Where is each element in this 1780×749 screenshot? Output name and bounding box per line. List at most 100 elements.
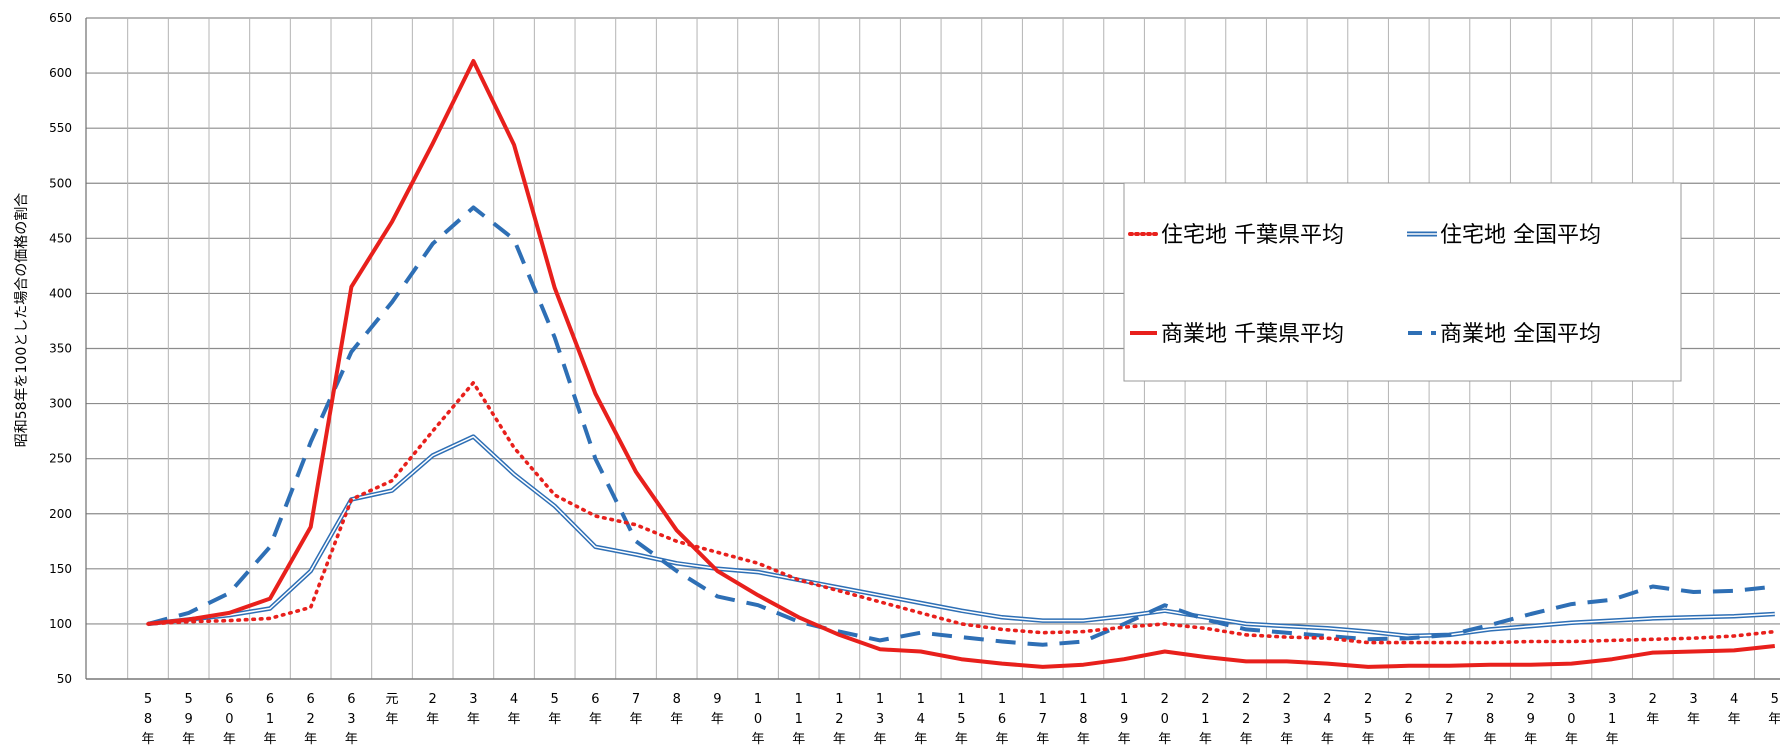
x-tick-char: 年 [345, 732, 358, 747]
data-point [1204, 616, 1206, 618]
x-tick-char: 4 [1323, 712, 1331, 727]
data-point [1652, 651, 1654, 653]
data-point [1733, 649, 1735, 651]
series-2 [147, 59, 1776, 669]
x-tick-char: 3 [1608, 692, 1616, 707]
data-point [1570, 622, 1572, 624]
y-tick-label: 550 [49, 121, 72, 135]
data-point [676, 529, 678, 531]
data-point [676, 570, 678, 572]
data-point [1448, 641, 1450, 643]
x-tick-char: 年 [264, 732, 277, 747]
data-point [1204, 656, 1206, 658]
x-tick-label: 元年 [386, 692, 399, 727]
data-point [1611, 598, 1613, 600]
data-point [309, 606, 311, 608]
x-tick-label: 6年 [589, 692, 602, 727]
x-tick-char: 5 [957, 712, 965, 727]
data-point [391, 221, 393, 223]
x-tick-char: 1 [795, 692, 803, 707]
x-tick-char: 3 [1689, 692, 1697, 707]
data-point [1570, 603, 1572, 605]
data-point [635, 553, 637, 555]
x-tick-char: 1 [795, 712, 803, 727]
data-point [1733, 615, 1735, 617]
data-point [1082, 630, 1084, 632]
x-tick-label: 5年 [548, 692, 561, 727]
data-point [1326, 637, 1328, 639]
data-point [716, 570, 718, 572]
x-tick-char: 2 [1242, 712, 1250, 727]
data-point [960, 658, 962, 660]
x-tick-char: 9 [1120, 712, 1128, 727]
data-point [1570, 640, 1572, 642]
x-tick-label: 2 7 年 [1443, 692, 1456, 747]
series-3 [147, 205, 1776, 647]
x-tick-char: 0 [1161, 712, 1169, 727]
series-line-residential-national-inner [147, 435, 1775, 637]
x-tick-char: 3 [1283, 712, 1291, 727]
series-line-commercial-chiba [147, 59, 1776, 669]
x-tick-char: 年 [792, 732, 805, 747]
data-point [1733, 635, 1735, 637]
x-tick-label: 1 1 年 [792, 692, 805, 747]
x-tick-label: 1 3 年 [874, 692, 887, 747]
y-tick-label: 350 [49, 342, 72, 356]
x-tick-char: 年 [1077, 732, 1090, 747]
x-tick-char: 8 [673, 692, 681, 707]
x-tick-label: 3 1 年 [1606, 692, 1619, 747]
data-point [920, 602, 922, 604]
x-tick-char: 2 [1527, 692, 1535, 707]
data-point [1286, 632, 1288, 634]
data-point [1082, 640, 1084, 642]
data-point [1733, 590, 1735, 592]
data-point [472, 381, 474, 383]
x-tick-char: 5 [1364, 712, 1372, 727]
series-0 [146, 380, 1777, 645]
x-tick-char: 年 [1321, 732, 1334, 747]
data-point [1774, 630, 1776, 632]
x-tick-char: 2 [1283, 692, 1291, 707]
data-point [1652, 617, 1654, 619]
data-point [716, 551, 718, 553]
x-tick-label: 6 0 年 [223, 692, 236, 747]
data-point [594, 457, 596, 459]
legend: 住宅地 千葉県平均 住宅地 全国平均 商業地 千葉県平均 商業地 全国平均 [1123, 182, 1682, 382]
data-point [1001, 616, 1003, 618]
data-point [472, 206, 474, 208]
x-tick-label: 1 5 年 [955, 692, 968, 747]
data-point [187, 612, 189, 614]
x-tick-char: 年 [1362, 732, 1375, 747]
x-tick-char: 2 [1201, 692, 1209, 707]
x-tick-char: 9 [185, 712, 193, 727]
x-tick-char: 年 [1443, 732, 1456, 747]
x-tick-char: 1 [1039, 692, 1047, 707]
x-tick-label: 8年 [670, 692, 683, 727]
x-tick-char: 年 [630, 712, 643, 727]
data-point [187, 618, 189, 620]
data-point [431, 243, 433, 245]
x-tick-char: 8 [1079, 712, 1087, 727]
x-tick-char: 4 [917, 712, 925, 727]
x-tick-label: 1 0 年 [752, 692, 765, 747]
x-tick-char: 1 [1120, 692, 1128, 707]
data-point [879, 601, 881, 603]
x-tick-char: 年 [223, 732, 236, 747]
x-tick-char: 7 [632, 692, 640, 707]
legend-label-commercial-national: 商業地 全国平均 [1440, 322, 1601, 347]
data-point [1204, 627, 1206, 629]
x-tick-char: 1 [1079, 692, 1087, 707]
x-tick-char: 1 [1608, 712, 1616, 727]
data-point [1164, 650, 1166, 652]
x-tick-char: 年 [1402, 732, 1415, 747]
x-tick-char: 6 [347, 692, 355, 707]
data-point [1042, 644, 1044, 646]
data-point [1367, 638, 1369, 640]
data-point [757, 571, 759, 573]
data-point [1204, 618, 1206, 620]
data-point [1042, 666, 1044, 668]
x-tick-label: 6 3 年 [345, 692, 358, 747]
series-lines [146, 59, 1777, 669]
x-tick-char: 1 [957, 692, 965, 707]
